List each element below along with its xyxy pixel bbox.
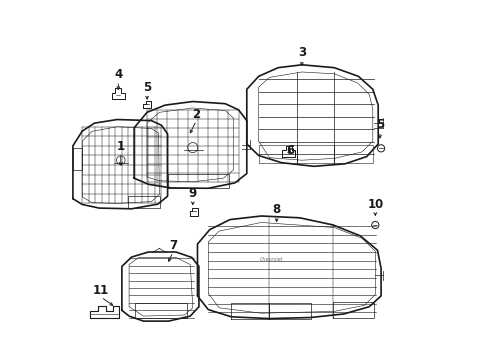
Text: 11: 11 bbox=[93, 284, 109, 297]
Text: 2: 2 bbox=[193, 108, 200, 121]
Text: 4: 4 bbox=[114, 68, 122, 81]
Text: 7: 7 bbox=[169, 239, 177, 252]
Text: 6: 6 bbox=[286, 144, 294, 157]
Text: 9: 9 bbox=[189, 187, 197, 200]
Text: 3: 3 bbox=[298, 46, 306, 59]
Text: Chevrolet: Chevrolet bbox=[260, 257, 284, 262]
Text: 8: 8 bbox=[272, 203, 281, 216]
Text: 1: 1 bbox=[117, 140, 125, 153]
Text: 5: 5 bbox=[376, 118, 384, 131]
Text: 10: 10 bbox=[367, 198, 384, 211]
Text: 5: 5 bbox=[143, 81, 151, 94]
